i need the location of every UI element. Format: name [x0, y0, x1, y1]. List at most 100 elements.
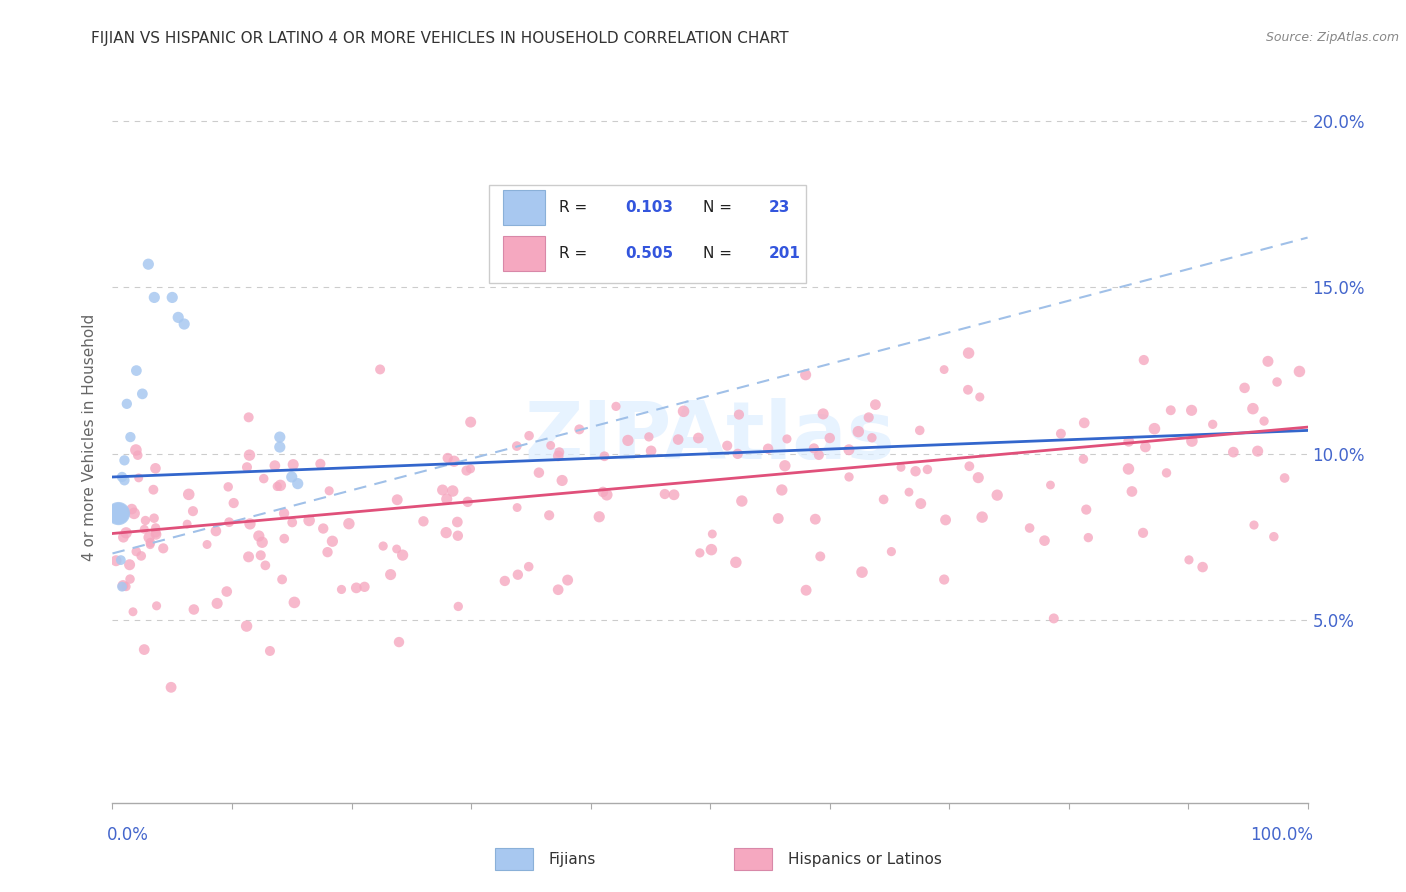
- Point: [547, 449, 569, 463]
- Point: [205, 524, 228, 538]
- Point: [506, 439, 529, 453]
- Point: [551, 474, 574, 488]
- Point: [266, 479, 288, 493]
- Point: [145, 521, 167, 535]
- Point: [217, 480, 239, 494]
- Point: [160, 681, 183, 695]
- Point: [908, 423, 931, 437]
- FancyBboxPatch shape: [489, 185, 806, 284]
- Point: [253, 472, 276, 486]
- Point: [540, 438, 562, 452]
- Point: [412, 514, 434, 528]
- Point: [145, 525, 167, 540]
- Point: [321, 534, 343, 549]
- Point: [1156, 466, 1178, 480]
- Point: [298, 513, 321, 527]
- Point: [1253, 414, 1275, 428]
- Point: [273, 532, 295, 546]
- Point: [128, 471, 150, 485]
- Point: [125, 443, 148, 458]
- Point: [138, 530, 160, 544]
- Point: [568, 422, 591, 436]
- Point: [527, 466, 550, 480]
- Point: [205, 596, 228, 610]
- Point: [259, 644, 281, 658]
- Point: [494, 574, 516, 588]
- Point: [134, 642, 156, 657]
- Point: [811, 407, 834, 421]
- Point: [1233, 381, 1256, 395]
- Point: [872, 492, 894, 507]
- Point: [118, 572, 141, 586]
- Point: [807, 448, 830, 462]
- Point: [107, 507, 129, 521]
- Point: [557, 573, 579, 587]
- Point: [373, 539, 395, 553]
- Point: [1288, 364, 1310, 378]
- Point: [143, 511, 166, 525]
- Point: [432, 483, 454, 497]
- Point: [176, 517, 198, 532]
- Point: [236, 460, 259, 475]
- Point: [1191, 560, 1213, 574]
- Point: [457, 495, 479, 509]
- Point: [107, 507, 129, 521]
- Bar: [503, 235, 546, 271]
- Point: [145, 461, 167, 475]
- Point: [112, 530, 135, 544]
- Point: [890, 460, 912, 475]
- Point: [897, 485, 920, 500]
- Point: [727, 447, 749, 461]
- Point: [654, 487, 676, 501]
- Point: [330, 582, 353, 597]
- Point: [152, 541, 174, 556]
- Point: [770, 483, 793, 497]
- Bar: [503, 190, 546, 225]
- Point: [1133, 353, 1156, 368]
- Point: [967, 470, 990, 484]
- Text: R =: R =: [560, 200, 592, 215]
- Point: [688, 431, 710, 445]
- Point: [273, 506, 295, 520]
- Point: [794, 368, 817, 382]
- Point: [1181, 434, 1204, 448]
- Point: [309, 457, 332, 471]
- Point: [1077, 531, 1099, 545]
- Point: [640, 443, 662, 458]
- Point: [107, 507, 129, 521]
- Point: [972, 510, 994, 524]
- Point: [118, 558, 141, 572]
- Point: [436, 450, 458, 465]
- Point: [838, 470, 860, 484]
- Point: [716, 439, 738, 453]
- Point: [283, 458, 305, 472]
- Point: [222, 496, 245, 510]
- Point: [238, 549, 260, 564]
- Point: [506, 500, 529, 515]
- Text: R =: R =: [560, 246, 592, 261]
- Point: [115, 525, 138, 540]
- Text: ZIPAtlas: ZIPAtlas: [524, 398, 896, 476]
- Point: [134, 522, 156, 536]
- Bar: [495, 848, 533, 870]
- Point: [287, 476, 309, 491]
- Point: [934, 573, 956, 587]
- Point: [547, 582, 569, 597]
- Point: [385, 541, 408, 556]
- Point: [1274, 471, 1296, 485]
- Point: [249, 549, 271, 563]
- Point: [447, 599, 470, 614]
- Point: [1241, 401, 1264, 416]
- Point: [446, 515, 468, 529]
- Point: [145, 599, 167, 613]
- Y-axis label: 4 or more Vehicles in Household: 4 or more Vehicles in Household: [82, 313, 97, 561]
- Point: [127, 448, 149, 462]
- Text: N =: N =: [703, 246, 737, 261]
- Point: [122, 507, 145, 521]
- Point: [460, 415, 482, 429]
- Point: [1042, 611, 1064, 625]
- Point: [353, 580, 375, 594]
- Point: [794, 583, 817, 598]
- Point: [986, 488, 1008, 502]
- Bar: [734, 848, 772, 870]
